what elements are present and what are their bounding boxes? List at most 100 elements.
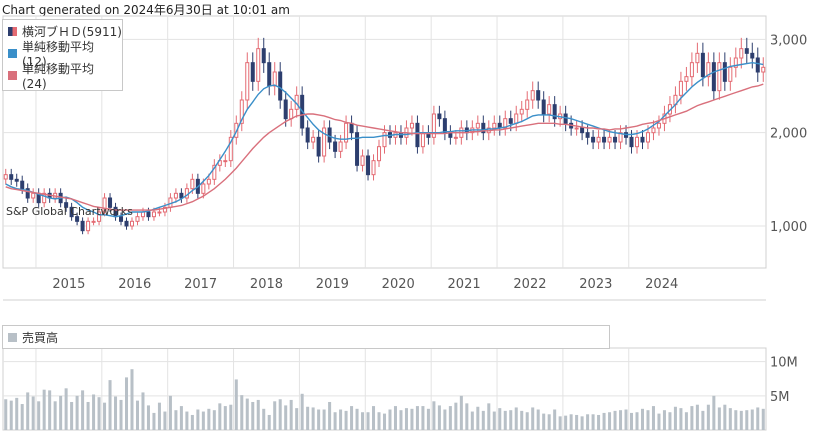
volume-bar xyxy=(234,379,238,430)
candle-body xyxy=(552,104,557,120)
volume-bar xyxy=(42,389,46,430)
candle-body xyxy=(618,132,623,143)
volume-bar xyxy=(613,410,617,430)
volume-bar xyxy=(602,412,606,430)
volume-bar xyxy=(146,405,150,430)
axes: 1,000 2,000 3,000 5M 10M 2015 2016 2017 2018 2019… xyxy=(52,33,807,405)
candle-body xyxy=(108,197,113,208)
volume-bar xyxy=(196,409,200,430)
volume-bar xyxy=(273,401,277,430)
volume-bar xyxy=(75,395,79,430)
volume-bar xyxy=(525,412,529,430)
volume-bar xyxy=(218,403,222,430)
candle-body xyxy=(574,127,579,130)
volume-bar xyxy=(432,401,436,430)
volume-bar xyxy=(174,410,178,430)
candle-body xyxy=(503,118,508,129)
candle-body xyxy=(750,52,755,59)
volume-bar xyxy=(591,414,595,430)
candle-body xyxy=(629,136,634,148)
price-plot-frame xyxy=(2,15,767,269)
candle-body xyxy=(415,122,420,148)
volume-bar xyxy=(745,410,749,430)
volume-bar xyxy=(503,410,507,430)
volume-bar xyxy=(558,416,562,430)
legend-item-price: 横河ブＨＤ(5911) xyxy=(3,20,122,42)
candle-body xyxy=(20,180,25,190)
volume-bar xyxy=(31,396,35,430)
moving-averages xyxy=(5,61,764,218)
volume-bar xyxy=(393,406,397,430)
volume-bar xyxy=(706,404,710,430)
volume-bar xyxy=(569,414,573,430)
volume-bar xyxy=(212,410,216,430)
volume-bar xyxy=(701,410,705,430)
candle-body xyxy=(371,160,376,176)
candle-body xyxy=(607,136,612,143)
watermark: S&P Global Chartworks xyxy=(6,205,133,218)
candle-body xyxy=(272,71,277,87)
volume-bar xyxy=(514,407,518,430)
volume-bar xyxy=(640,408,645,430)
candle-body xyxy=(278,71,283,101)
volume-bar xyxy=(190,414,194,430)
candle-body xyxy=(437,113,442,120)
volume-bar xyxy=(750,409,754,430)
volume-bar xyxy=(81,390,85,430)
candle-body xyxy=(728,66,733,82)
volume-bar xyxy=(739,410,743,430)
volume-bar xyxy=(542,413,546,430)
volume-legend-swatch xyxy=(8,332,17,342)
candle-body xyxy=(311,136,316,143)
candle-body xyxy=(706,62,711,78)
candle-body xyxy=(64,202,69,208)
candle-body xyxy=(382,132,387,148)
legend-label-price: 横河ブＨＤ(5911) xyxy=(22,24,122,39)
volume-bar xyxy=(344,410,348,430)
candle-body xyxy=(409,122,414,129)
candle-body xyxy=(344,122,349,143)
volume-bar xyxy=(717,407,721,430)
volume-bar xyxy=(322,409,326,430)
candle-body xyxy=(761,66,766,73)
legend-item-ma12: 単純移動平均 (12) xyxy=(3,40,122,69)
candle-body xyxy=(717,62,722,92)
volume-bar xyxy=(651,406,655,430)
volume-bar xyxy=(114,396,118,430)
candle-body xyxy=(514,113,519,124)
volume-bar xyxy=(59,395,63,430)
volume-bar xyxy=(624,409,628,430)
volume-bar xyxy=(9,400,13,430)
candle-body xyxy=(146,211,151,218)
volume-bar xyxy=(662,410,666,430)
volume-bar xyxy=(547,414,551,430)
volume-bar xyxy=(372,406,376,430)
candle-body xyxy=(162,206,167,213)
candle-body xyxy=(591,136,596,143)
volume-bar xyxy=(564,415,568,430)
candle-body xyxy=(711,62,716,92)
x-tick-label: 2020 xyxy=(382,277,415,292)
volume-bar xyxy=(207,408,211,430)
volume-bar xyxy=(135,400,139,430)
volume-bar xyxy=(26,392,30,430)
candle-body xyxy=(124,220,129,227)
price-tick-label: 1,000 xyxy=(770,220,807,235)
candle-body xyxy=(739,48,744,59)
legend-swatch-ma12 xyxy=(8,48,17,58)
candle-body xyxy=(678,80,683,96)
volume-bar xyxy=(410,408,414,430)
volume-bar xyxy=(119,399,123,430)
candle-body xyxy=(151,211,156,218)
candle-body xyxy=(525,99,530,110)
candle-body xyxy=(305,127,310,143)
ma24-line xyxy=(5,83,764,211)
candle-body xyxy=(69,206,74,218)
volume-bar xyxy=(289,399,293,430)
candle-body xyxy=(585,132,590,138)
candle-body xyxy=(327,127,332,143)
candle-body xyxy=(250,62,255,82)
volume-bar xyxy=(448,406,452,430)
candle-body xyxy=(442,118,447,134)
volume-bar xyxy=(185,411,189,430)
